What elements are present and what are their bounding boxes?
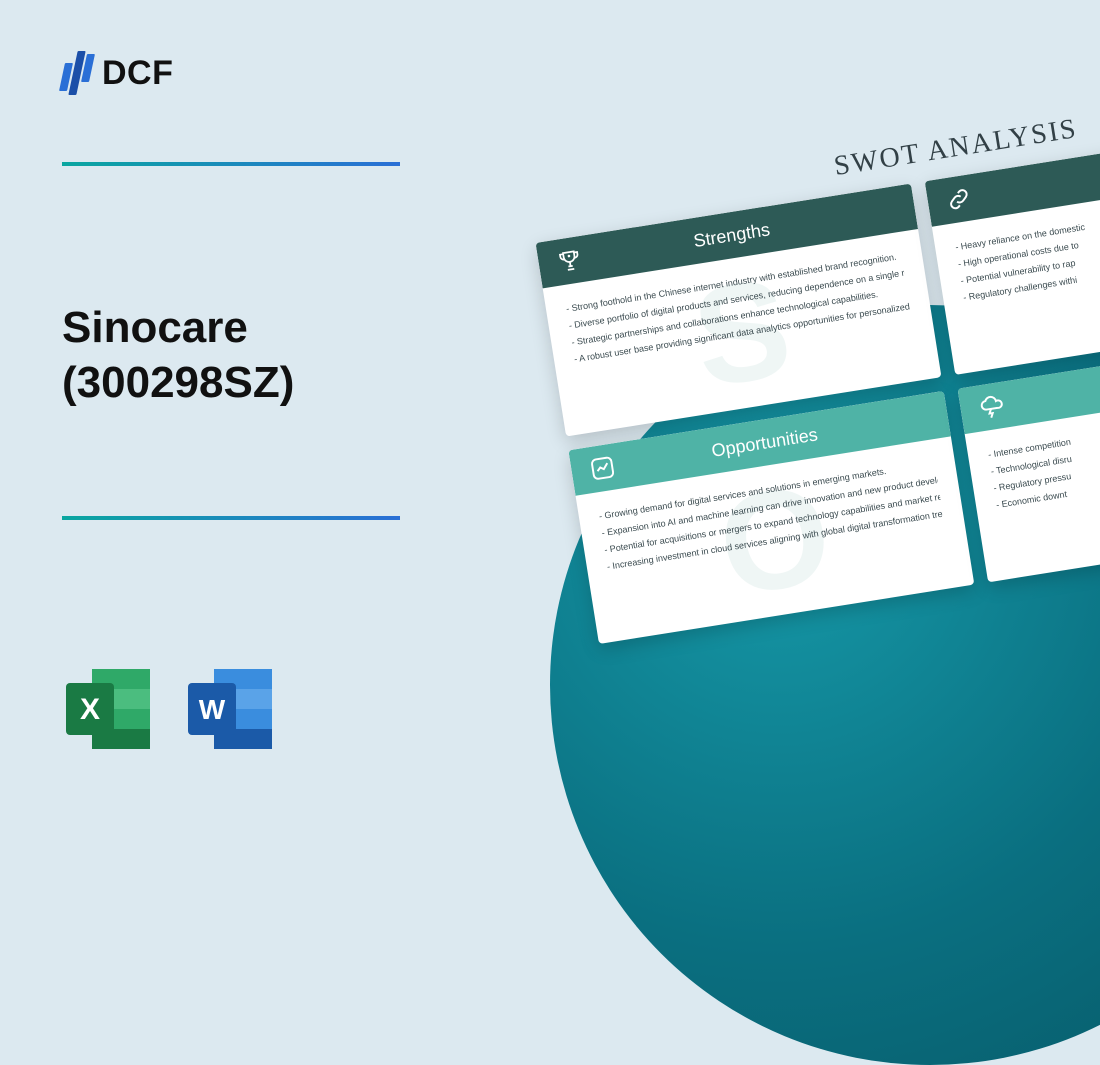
excel-letter: X (80, 693, 100, 726)
word-letter: W (199, 694, 226, 725)
swot-card-threats: Intense competition Technological disru … (958, 348, 1100, 582)
file-icons-row: X W (62, 661, 280, 757)
threats-list: Intense competition Technological disru … (987, 412, 1100, 514)
trophy-icon (555, 246, 585, 276)
title-line2: (300298SZ) (62, 358, 294, 407)
swot-card-strengths: Strengths S Strong foothold in the Chine… (536, 184, 942, 437)
excel-icon: X (62, 661, 158, 757)
divider-bottom (62, 516, 400, 520)
divider-top (62, 162, 400, 166)
swot-card-weaknesses: Heavy reliance on the domestic High oper… (925, 141, 1100, 375)
logo-bars-icon (62, 48, 92, 98)
swot-preview: SWOT ANALYSIS Strengths S (529, 90, 1100, 644)
chart-icon (588, 453, 618, 483)
title-line1: Sinocare (62, 303, 248, 352)
storm-icon (977, 392, 1007, 422)
dcf-logo: DCF (62, 48, 173, 98)
logo-text: DCF (102, 54, 173, 93)
link-icon (944, 184, 974, 214)
word-icon: W (184, 661, 280, 757)
page-title: Sinocare (300298SZ) (62, 300, 294, 410)
weaknesses-list: Heavy reliance on the domestic High oper… (954, 205, 1100, 307)
